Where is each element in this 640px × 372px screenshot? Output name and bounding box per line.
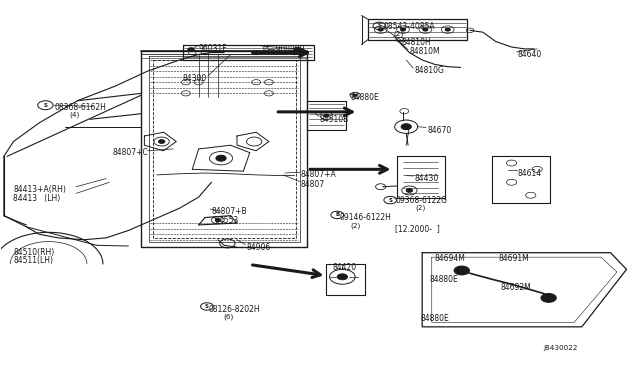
Text: 84694M: 84694M — [435, 254, 466, 263]
Text: J8430022: J8430022 — [543, 345, 578, 351]
Text: 84510B: 84510B — [320, 115, 349, 124]
Text: [12.2000-  ]: [12.2000- ] — [396, 224, 440, 233]
Text: B: B — [335, 212, 339, 217]
Text: 84880E: 84880E — [430, 275, 459, 284]
Text: 08368-6162H: 08368-6162H — [55, 103, 107, 112]
Circle shape — [401, 124, 412, 130]
Circle shape — [188, 48, 194, 51]
Text: (2): (2) — [394, 31, 404, 37]
Text: (2): (2) — [351, 222, 361, 229]
Circle shape — [378, 28, 383, 31]
Text: 84880E: 84880E — [351, 93, 380, 102]
Text: S: S — [378, 23, 381, 28]
Circle shape — [337, 274, 348, 280]
Text: 84614: 84614 — [518, 169, 542, 177]
Text: 09368-6122G: 09368-6122G — [396, 196, 447, 205]
Text: 84906: 84906 — [246, 243, 271, 251]
Text: 84692M: 84692M — [500, 283, 531, 292]
Circle shape — [216, 155, 226, 161]
Text: 84553: 84553 — [214, 216, 239, 225]
Text: S: S — [205, 304, 209, 309]
Text: S: S — [388, 198, 392, 203]
Text: (2): (2) — [416, 204, 426, 211]
Text: 08126-8202H: 08126-8202H — [208, 305, 260, 314]
Text: 84807+B: 84807+B — [211, 208, 247, 217]
Text: 84430: 84430 — [415, 174, 439, 183]
Circle shape — [445, 28, 451, 31]
Text: 84807+A: 84807+A — [301, 170, 337, 179]
Circle shape — [406, 189, 413, 192]
Text: Ø—90880P: Ø—90880P — [262, 44, 305, 53]
Text: 84300: 84300 — [182, 74, 207, 83]
Circle shape — [353, 94, 357, 96]
Circle shape — [423, 28, 428, 31]
Text: 09146-6122H: 09146-6122H — [339, 213, 391, 222]
Text: 84413   (LH): 84413 (LH) — [13, 194, 61, 203]
Text: 84511(LH): 84511(LH) — [13, 256, 54, 265]
Circle shape — [454, 266, 469, 275]
Circle shape — [541, 294, 556, 302]
Text: 84810G: 84810G — [415, 66, 444, 75]
Text: 84510(RH): 84510(RH) — [13, 248, 54, 257]
Text: 84413+A(RH): 84413+A(RH) — [13, 185, 67, 194]
Circle shape — [401, 28, 406, 31]
Text: 84880E: 84880E — [421, 314, 450, 323]
Text: 84420: 84420 — [333, 263, 357, 272]
Text: 84810M: 84810M — [410, 47, 440, 56]
Text: 84807+C: 84807+C — [113, 148, 148, 157]
Circle shape — [294, 47, 300, 51]
Text: (4): (4) — [70, 112, 80, 118]
Text: 08543-4085A: 08543-4085A — [384, 22, 435, 31]
Text: S: S — [44, 103, 47, 108]
Text: (6): (6) — [223, 313, 233, 320]
Text: 84691M: 84691M — [499, 254, 529, 263]
Text: 84670: 84670 — [428, 126, 452, 135]
Text: 84640: 84640 — [518, 50, 542, 59]
Text: 84810H: 84810H — [402, 38, 431, 47]
Circle shape — [324, 114, 329, 117]
Circle shape — [159, 140, 165, 143]
Text: 84807: 84807 — [301, 180, 325, 189]
Text: 96031F: 96031F — [198, 44, 227, 53]
Circle shape — [215, 219, 220, 222]
